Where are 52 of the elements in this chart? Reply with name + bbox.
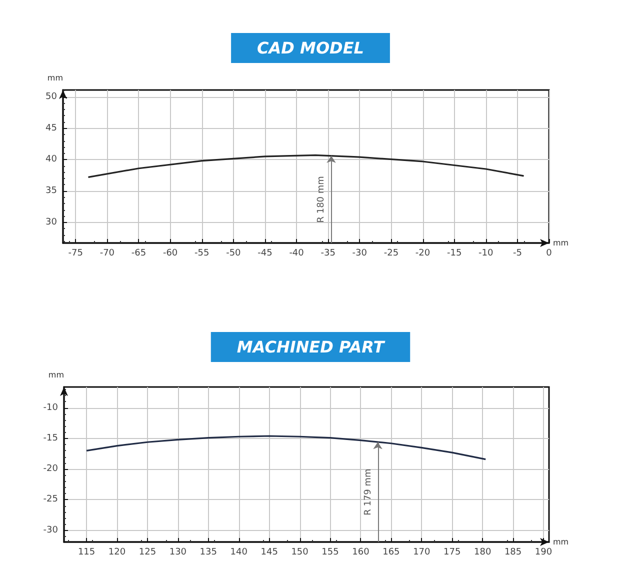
x-tick-label: 140 (230, 548, 248, 558)
x-tick-label: 135 (200, 548, 217, 558)
x-tick-label: 0 (546, 248, 552, 258)
annotation: R 180 mm (316, 176, 327, 223)
x-tick-label: 180 (474, 548, 492, 558)
x-tick-label: -10 (478, 248, 494, 258)
x-tick-label: 160 (352, 548, 370, 558)
x-tick-label: 145 (260, 548, 278, 558)
line-series (86, 435, 486, 460)
x-tick-label: 130 (169, 548, 187, 558)
y-tick-label: -25 (43, 494, 58, 505)
x-tick-label: 170 (413, 548, 431, 558)
chart-title: MACHINED PART (236, 338, 386, 356)
x-tick-label: -35 (320, 248, 336, 258)
x-tick-label: 155 (322, 548, 339, 558)
x-tick-label: -65 (131, 248, 146, 258)
x-tick-label: 120 (108, 548, 126, 558)
x-tick-label: -5 (512, 248, 522, 258)
x-tick-label: 190 (534, 548, 552, 558)
x-tick-label: -20 (415, 248, 430, 258)
chart-title: CAD MODEL (257, 38, 364, 58)
x-tick-label: 165 (382, 548, 400, 558)
x-tick-label: -40 (289, 248, 304, 258)
x-tick-label: 115 (78, 548, 96, 558)
y-tick-label: 35 (46, 186, 57, 196)
x-axis-title: mm (553, 238, 569, 248)
x-tick-label: -75 (68, 248, 83, 258)
annotation: R 179 mm (363, 468, 374, 516)
y-tick-label: -15 (43, 433, 58, 444)
line-series (87, 154, 525, 178)
y-tick-label: 30 (46, 217, 58, 228)
x-tick-label: -25 (384, 248, 399, 258)
x-tick-label: -15 (446, 248, 462, 258)
x-tick-label: 125 (138, 548, 156, 558)
x-tick-label: -55 (194, 248, 210, 258)
x-tick-label: 185 (504, 548, 522, 558)
y-axis-title: mm (48, 370, 64, 380)
y-tick-label: 50 (46, 92, 58, 102)
y-tick-label: -30 (43, 525, 58, 536)
x-tick-label: -30 (352, 248, 368, 258)
x-tick-label: -45 (258, 248, 272, 258)
x-tick-label: 150 (291, 548, 309, 558)
x-tick-label: -60 (162, 248, 178, 258)
x-axis-title: mm (553, 538, 569, 546)
y-tick-label: -20 (43, 464, 58, 474)
y-tick-label: 40 (46, 154, 58, 165)
x-tick-label: 175 (444, 548, 461, 558)
x-tick-label: -70 (100, 248, 115, 258)
x-tick-label: -50 (226, 248, 242, 258)
y-axis-title: mm (47, 74, 64, 82)
y-tick-label: 45 (46, 123, 57, 134)
y-tick-label: -10 (43, 402, 58, 413)
